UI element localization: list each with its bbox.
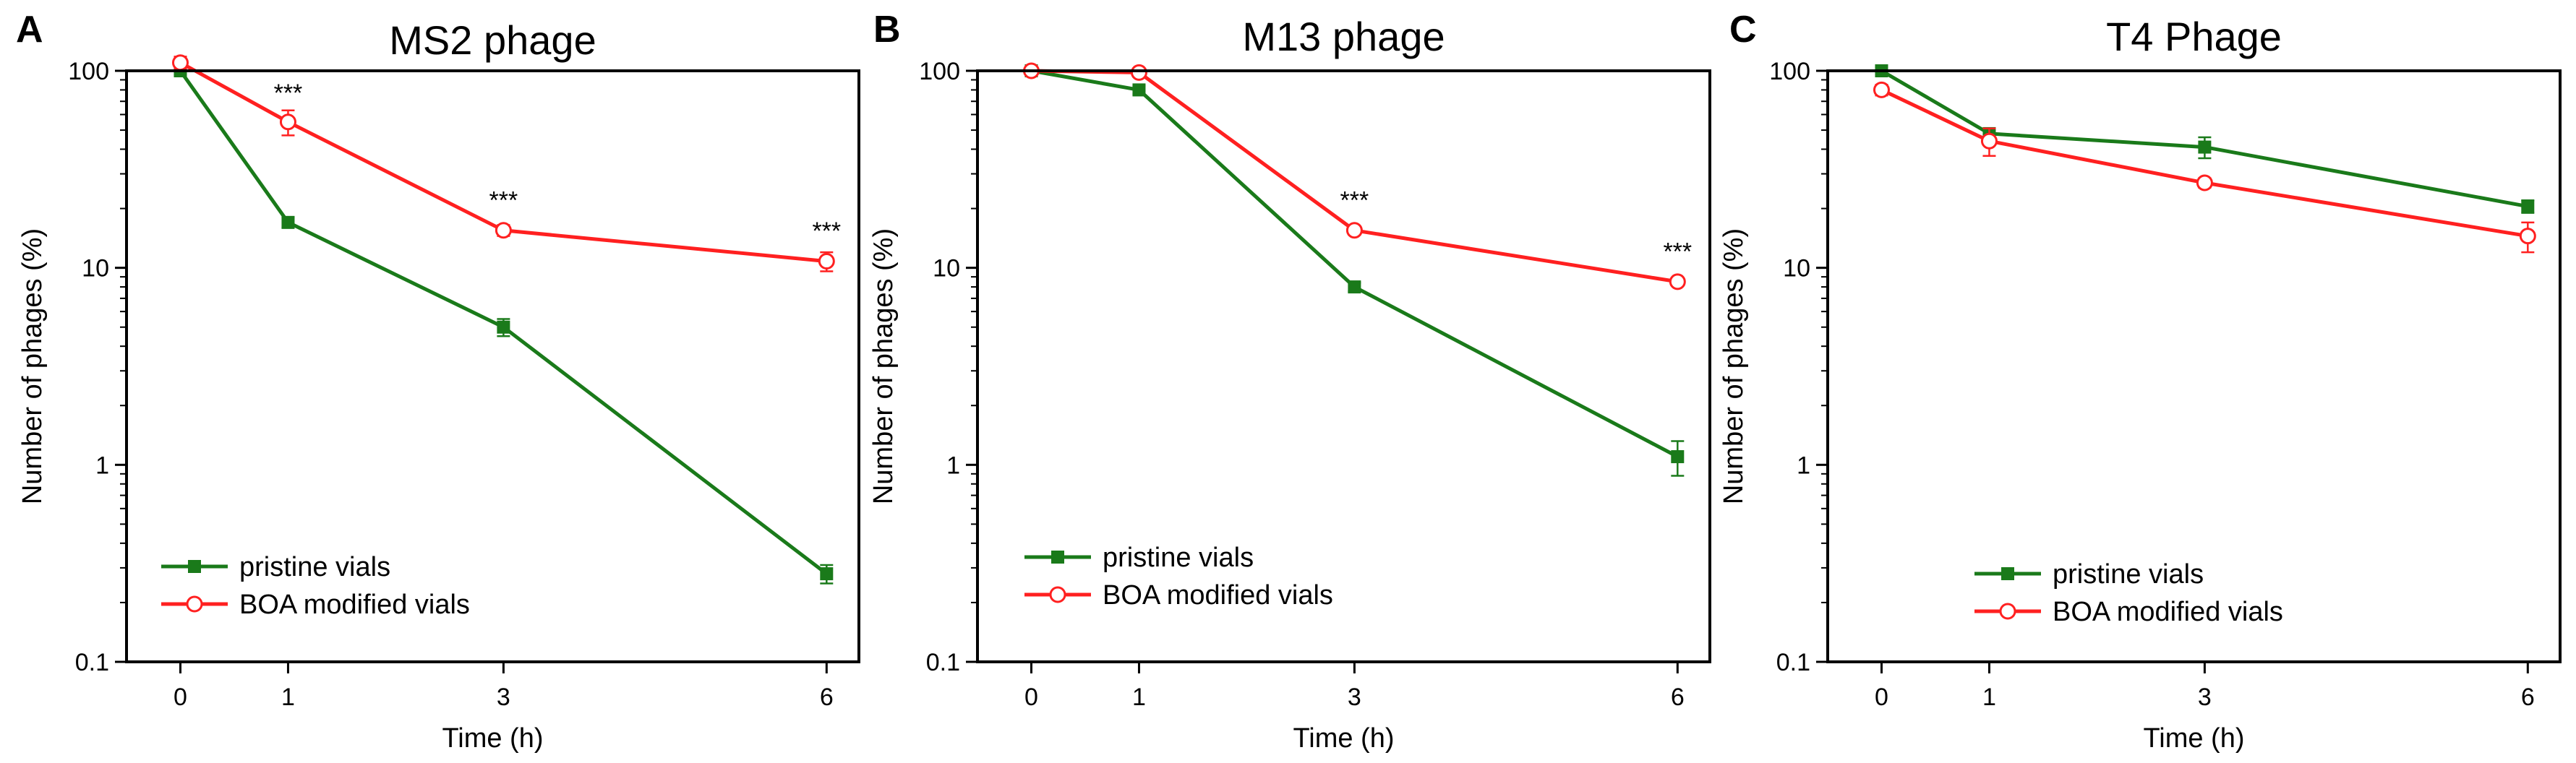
x-tick-label: 3 bbox=[1348, 684, 1361, 711]
series-line bbox=[1031, 69, 1678, 284]
x-tick-label: 0 bbox=[1875, 684, 1888, 711]
series-boa bbox=[1022, 62, 1686, 290]
legend-item: pristine vials bbox=[1974, 559, 2204, 590]
data-point bbox=[1130, 64, 1147, 81]
series-line bbox=[179, 69, 828, 576]
data-point bbox=[171, 54, 189, 72]
x-tick-label: 1 bbox=[1132, 684, 1146, 711]
y-tick-label: 1 bbox=[1797, 452, 1810, 479]
significance-marker: *** bbox=[812, 217, 841, 245]
y-tick-label: 100 bbox=[1769, 58, 1810, 85]
legend: pristine vials BOA modified vials bbox=[1974, 559, 2283, 627]
plot-frame bbox=[125, 69, 860, 663]
legend-label: pristine vials bbox=[239, 552, 390, 582]
data-point bbox=[2519, 228, 2536, 245]
series-boa bbox=[1873, 81, 2536, 254]
x-tick-label: 3 bbox=[2198, 684, 2212, 711]
data-point bbox=[495, 222, 512, 239]
legend-item: pristine vials bbox=[1024, 543, 1254, 573]
legend-marker bbox=[188, 560, 201, 573]
plot-frame bbox=[976, 69, 1711, 663]
x-tick-label: 1 bbox=[1982, 684, 1996, 711]
x-tick-label: 6 bbox=[1671, 684, 1685, 711]
y-axis-label: Number of phages (%) bbox=[17, 228, 48, 504]
y-tick-label: 1 bbox=[946, 452, 960, 479]
data-point bbox=[2521, 199, 2535, 213]
panel-letter: A bbox=[16, 9, 43, 51]
y-tick-label: 0.1 bbox=[1776, 649, 1810, 676]
chart-title: T4 Phage bbox=[2106, 14, 2282, 59]
legend-label: pristine vials bbox=[1103, 543, 1254, 573]
y-tick-label: 0.1 bbox=[75, 649, 109, 676]
data-point bbox=[1348, 280, 1361, 294]
legend-label: pristine vials bbox=[2053, 559, 2204, 590]
y-tick-label: 100 bbox=[68, 58, 109, 85]
x-tick-label: 6 bbox=[2521, 684, 2535, 711]
y-axis-label: Number of phages (%) bbox=[1719, 228, 1749, 504]
data-point bbox=[279, 113, 296, 131]
y-tick-label: 10 bbox=[1783, 255, 1810, 283]
y-axis-label: Number of phages (%) bbox=[868, 228, 899, 504]
significance-marker: *** bbox=[1663, 238, 1692, 265]
chart-panel-b: B M13 phage 0.1 1 10 100 0 1 3 6 Time (h) Number of… bbox=[868, 9, 1711, 754]
legend-marker bbox=[2001, 567, 2014, 580]
x-tick-label: 0 bbox=[174, 684, 187, 711]
panel-letter: B bbox=[873, 9, 901, 51]
x-tick-label: 6 bbox=[820, 684, 834, 711]
legend-marker bbox=[1999, 603, 2016, 620]
x-tick-label: 3 bbox=[497, 684, 510, 711]
x-axis-label: Time (h) bbox=[442, 723, 543, 754]
x-axis-label: Time (h) bbox=[2143, 723, 2244, 754]
chart-panel-c: C T4 Phage 0.1 1 10 100 0 1 3 6 Time (h) Number of … bbox=[1719, 9, 2562, 754]
legend-item: BOA modified vials bbox=[1974, 597, 2283, 627]
significance-marker: *** bbox=[489, 187, 518, 215]
series-line bbox=[179, 61, 827, 264]
legend-marker bbox=[1051, 551, 1064, 564]
legend: pristine vials BOA modified vials bbox=[161, 552, 470, 620]
series-boa bbox=[171, 54, 835, 272]
legend-item: BOA modified vials bbox=[1024, 580, 1333, 611]
legend-label: BOA modified vials bbox=[1103, 580, 1333, 611]
legend-marker bbox=[186, 595, 203, 613]
chart-title: M13 phage bbox=[1242, 14, 1445, 59]
y-tick-label: 10 bbox=[82, 255, 109, 283]
x-axis-label: Time (h) bbox=[1293, 723, 1394, 754]
significance-marker: *** bbox=[274, 79, 303, 107]
data-point bbox=[2196, 174, 2213, 191]
legend-label: BOA modified vials bbox=[2053, 597, 2283, 627]
data-point bbox=[818, 253, 835, 270]
data-point bbox=[820, 567, 834, 581]
legend-label: BOA modified vials bbox=[239, 590, 470, 620]
data-point bbox=[1132, 83, 1146, 97]
data-point bbox=[1980, 132, 1998, 150]
legend-item: pristine vials bbox=[161, 552, 390, 582]
chart-title: MS2 phage bbox=[389, 17, 596, 63]
plot-frame bbox=[1826, 69, 2562, 663]
legend-item: BOA modified vials bbox=[161, 590, 470, 620]
significance-marker: *** bbox=[1340, 187, 1369, 215]
data-point bbox=[281, 215, 295, 229]
legend-marker bbox=[1049, 586, 1066, 603]
x-tick-label: 1 bbox=[281, 684, 295, 711]
data-point bbox=[497, 320, 510, 334]
series-pristine bbox=[174, 64, 834, 585]
series-line bbox=[1880, 69, 2528, 209]
y-tick-label: 0.1 bbox=[926, 649, 960, 676]
panel-letter: C bbox=[1729, 9, 1757, 51]
y-tick-label: 1 bbox=[95, 452, 109, 479]
data-point bbox=[1669, 273, 1686, 290]
legend: pristine vials BOA modified vials bbox=[1024, 543, 1333, 611]
data-point bbox=[1873, 81, 1890, 98]
data-point bbox=[1345, 222, 1363, 239]
y-tick-label: 10 bbox=[933, 255, 960, 283]
series-pristine bbox=[1024, 64, 1685, 477]
chart-panel-a: A MS2 phage 0.1 1 10 100 0 1 3 6 Time (h) Number of… bbox=[16, 9, 860, 754]
x-tick-label: 0 bbox=[1024, 684, 1038, 711]
series-line bbox=[1880, 88, 2528, 238]
data-point bbox=[1671, 450, 1685, 464]
series-line bbox=[1031, 69, 1679, 459]
data-point bbox=[2198, 140, 2212, 154]
y-tick-label: 100 bbox=[919, 58, 960, 85]
